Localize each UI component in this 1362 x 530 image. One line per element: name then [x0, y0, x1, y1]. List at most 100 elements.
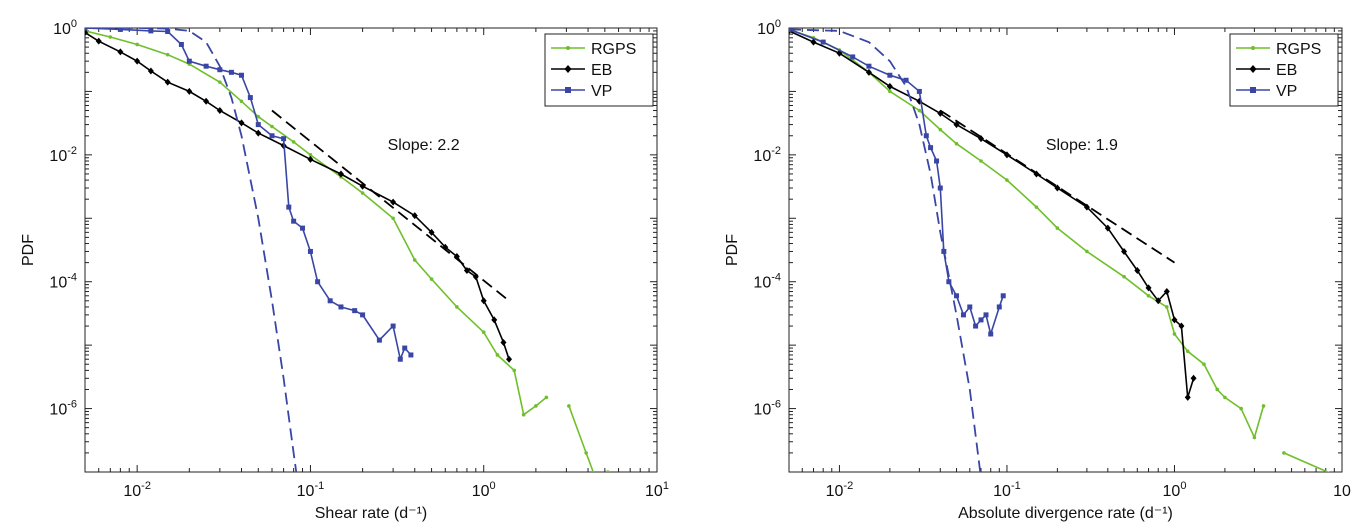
data-point	[291, 140, 296, 144]
data-point	[988, 331, 994, 337]
data-point	[584, 451, 588, 455]
data-point	[1282, 451, 1286, 455]
series-rgps-tail	[567, 404, 610, 472]
legend-marker	[1250, 87, 1256, 93]
x-axis-label: Absolute divergence rate (d⁻¹)	[958, 505, 1173, 522]
x-tick-label: 100	[472, 480, 496, 500]
data-point	[888, 89, 892, 94]
data-point	[978, 317, 984, 323]
data-point	[1000, 293, 1006, 299]
data-point	[376, 337, 382, 343]
tick-base: 10	[757, 21, 775, 38]
data-point	[916, 88, 922, 94]
tick-base: 10	[645, 483, 663, 500]
data-point	[534, 404, 538, 408]
legend-entry-eb: EB	[1236, 62, 1297, 79]
data-point	[300, 225, 306, 231]
tick-exponent: -4	[771, 272, 781, 284]
legend-label: RGPS	[1276, 41, 1321, 58]
series-line	[568, 405, 609, 472]
legend-marker	[566, 46, 570, 50]
data-point	[937, 185, 943, 191]
data-point	[408, 352, 414, 358]
legend-label: EB	[591, 62, 612, 79]
data-point	[315, 279, 321, 285]
data-point	[1005, 178, 1009, 182]
data-point	[307, 155, 314, 163]
data-point	[866, 63, 872, 69]
legend-entry-vp: VP	[551, 83, 612, 100]
data-point	[269, 133, 275, 139]
data-point	[307, 248, 313, 254]
tick-base: 10	[753, 275, 771, 292]
y-tick-label: 10-4	[49, 272, 77, 292]
data-point	[979, 159, 983, 163]
series-vp-fit	[789, 28, 982, 472]
data-point	[338, 304, 344, 310]
legend-marker	[1251, 46, 1255, 50]
data-point	[134, 57, 141, 65]
data-point	[411, 212, 418, 220]
tick-base: 10	[53, 21, 71, 38]
data-point	[512, 368, 517, 373]
data-point	[1104, 224, 1111, 232]
data-point	[203, 97, 210, 105]
tick-base: 10	[49, 275, 67, 292]
data-point	[1145, 284, 1152, 292]
data-point	[391, 216, 395, 221]
data-point	[1146, 293, 1151, 298]
series-slope-reference	[939, 109, 1175, 264]
data-point	[429, 277, 434, 281]
data-point	[521, 412, 526, 417]
data-point	[186, 87, 193, 95]
data-point	[95, 37, 102, 45]
series-line	[85, 28, 412, 362]
x-tick-label: 10-1	[993, 480, 1021, 500]
tick-exponent: -2	[141, 480, 151, 492]
y-tick-label: 10-6	[753, 399, 781, 419]
legend-entry-rgps: RGPS	[1236, 41, 1321, 58]
data-point	[291, 218, 297, 224]
data-point	[917, 108, 922, 113]
series-line	[789, 28, 1265, 440]
series-line	[789, 30, 1195, 398]
data-point	[480, 297, 487, 305]
legend-box	[544, 33, 654, 107]
data-point	[203, 63, 209, 69]
data-point	[938, 127, 943, 132]
data-point	[1122, 274, 1126, 279]
data-point	[239, 99, 244, 104]
data-point	[903, 77, 909, 83]
tick-exponent: -2	[67, 145, 77, 157]
tick-exponent: 0	[1180, 480, 1186, 492]
series-vp-fit	[85, 28, 298, 472]
slope-annotation: Slope: 1.9	[1046, 137, 1118, 154]
data-point	[500, 339, 507, 347]
data-point	[495, 353, 500, 357]
x-tick-label: 10-2	[123, 480, 151, 500]
data-point	[1190, 374, 1197, 382]
series-vp	[85, 28, 414, 362]
legend-label: EB	[1276, 62, 1297, 79]
series-line	[85, 30, 547, 417]
tick-exponent: -2	[843, 480, 853, 492]
series-line	[789, 28, 982, 472]
data-point	[820, 39, 826, 45]
data-point	[108, 35, 113, 39]
series-slope-reference	[271, 109, 510, 302]
data-point	[397, 356, 403, 362]
data-point	[887, 72, 893, 78]
data-point	[923, 133, 929, 139]
data-point	[954, 141, 959, 146]
tick-base: 10	[826, 483, 844, 500]
data-point	[1252, 435, 1257, 440]
plot-frame	[788, 27, 1343, 473]
tick-exponent: 1	[663, 480, 669, 492]
legend-marker	[565, 87, 571, 93]
data-point	[117, 48, 124, 56]
tick-exponent: -2	[771, 145, 781, 157]
data-point	[165, 52, 170, 57]
x-tick-label: 10	[1333, 483, 1351, 500]
